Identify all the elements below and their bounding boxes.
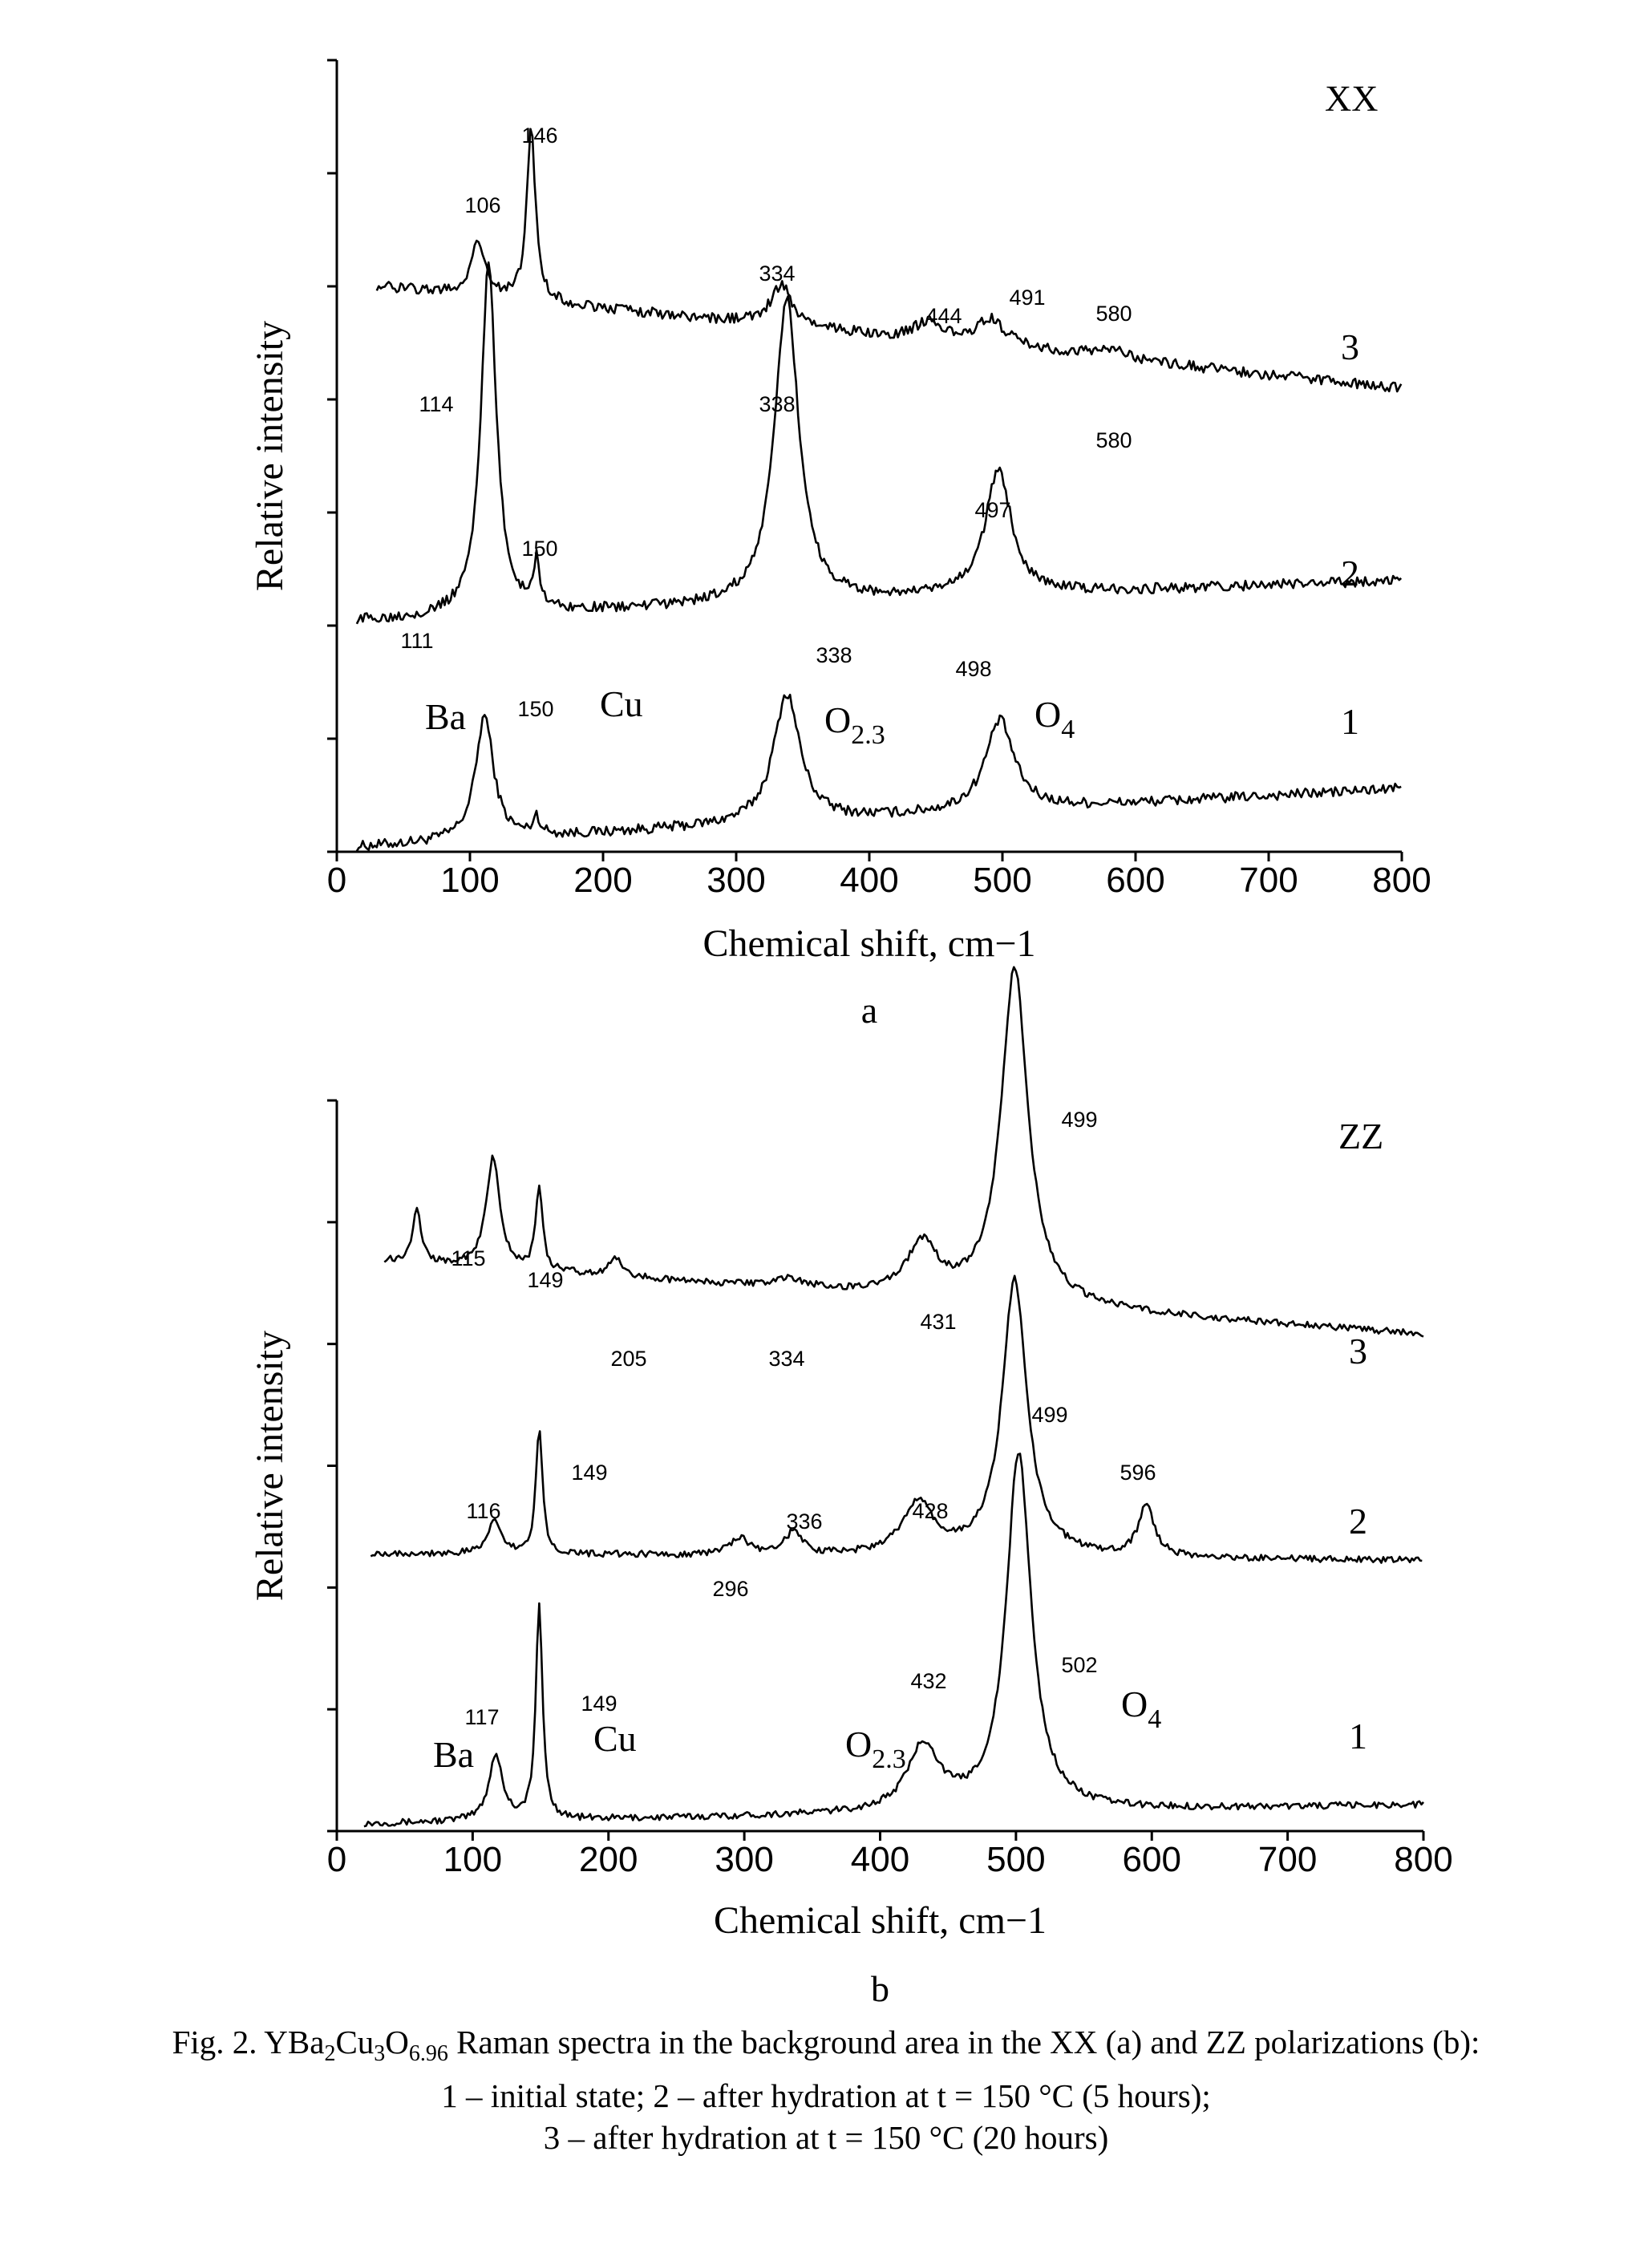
peak-label: 149 <box>571 1461 607 1485</box>
peak-label: 116 <box>466 1499 500 1523</box>
series-label: 3 <box>1341 326 1359 367</box>
caption-line-3: 3 – after hydration at t = 150 °C (20 ho… <box>543 2119 1109 2157</box>
peak-label: 596 <box>1120 1461 1156 1485</box>
peak-label: 499 <box>1031 1403 1067 1427</box>
x-axis-title: Chemical shift, cm−1 <box>714 1899 1047 1942</box>
peak-label: 491 <box>1009 286 1045 310</box>
panel-letter: a <box>861 990 877 1031</box>
y-axis-title: Relative intensity <box>249 321 291 591</box>
x-tick-label: 700 <box>1258 1840 1317 1879</box>
peak-label: 117 <box>464 1705 499 1729</box>
x-tick-label: 500 <box>986 1840 1045 1879</box>
peak-label: 149 <box>527 1268 563 1292</box>
x-tick-label: 600 <box>1123 1840 1181 1879</box>
spectrum-line-2 <box>370 1274 1423 1564</box>
spectrum-line-2 <box>355 261 1403 625</box>
peak-label: 580 <box>1095 302 1132 326</box>
atom-symbol: Cu <box>600 683 643 724</box>
polarization-label: ZZ <box>1338 1116 1383 1157</box>
figure-caption: Fig. 2. YBa2Cu3O6.96 Raman spectra in th… <box>16 2021 1636 2158</box>
x-tick-label: 600 <box>1106 861 1164 900</box>
atom-symbol: O <box>1035 694 1061 735</box>
peak-label: 150 <box>517 697 553 721</box>
x-tick-label: 400 <box>851 1840 909 1879</box>
atom-symbol: Ba <box>425 696 466 737</box>
spectrum-line-1 <box>363 1453 1424 1828</box>
x-tick-label: 500 <box>973 861 1031 900</box>
spectrum-line-3 <box>383 966 1424 1338</box>
peak-label: 334 <box>768 1347 804 1371</box>
x-tick-label: 100 <box>443 1840 502 1879</box>
peak-label: 115 <box>451 1246 485 1270</box>
atom-label: O4 <box>1035 694 1075 744</box>
atom-symbol: O <box>1121 1684 1148 1724</box>
atom-subscript: 2.3 <box>872 1744 906 1774</box>
atom-subscript: 4 <box>1148 1704 1161 1734</box>
series-label: 2 <box>1341 553 1359 594</box>
panel-a-chart: 0 100 200 300 400 500 600 700 800 Chemical shift,… <box>249 59 1431 1031</box>
peak-label: 205 <box>610 1347 646 1371</box>
spectrum-line-3 <box>375 128 1403 393</box>
atom-label: Cu <box>593 1718 637 1759</box>
peak-label: 580 <box>1095 428 1132 452</box>
x-axis-title: Chemical shift, cm−1 <box>703 922 1036 965</box>
x-tick-label: 800 <box>1372 861 1431 900</box>
peak-label: 146 <box>521 124 557 148</box>
peak-label: 149 <box>581 1692 617 1716</box>
peak-label: 432 <box>910 1669 946 1693</box>
x-tick-label: 400 <box>840 861 898 900</box>
x-tick-label: 300 <box>707 861 765 900</box>
atom-symbol: Cu <box>593 1718 637 1759</box>
peak-label: 336 <box>786 1509 822 1534</box>
x-tick-label: 0 <box>327 1840 346 1879</box>
x-tick-label: 100 <box>440 861 499 900</box>
series-label: 3 <box>1349 1331 1367 1372</box>
peak-label: 431 <box>920 1310 956 1334</box>
series-label: 2 <box>1349 1501 1367 1542</box>
peak-label: 334 <box>759 261 795 286</box>
atom-label: Cu <box>600 683 643 724</box>
x-tick-label: 0 <box>327 861 346 900</box>
peak-label: 502 <box>1061 1653 1097 1677</box>
caption-line-2: 1 – initial state; 2 – after hydration a… <box>441 2077 1211 2115</box>
peak-label: 498 <box>955 657 991 681</box>
peak-label: 114 <box>419 392 453 416</box>
series-label: 1 <box>1341 701 1359 742</box>
caption-line-1: Fig. 2. YBa2Cu3O6.96 Raman spectra in th… <box>172 2024 1480 2067</box>
atom-label: Ba <box>433 1734 474 1775</box>
peak-label: 150 <box>521 537 557 561</box>
atom-label: Ba <box>425 696 466 737</box>
peak-label: 338 <box>816 643 852 667</box>
atom-subscript: 2.3 <box>851 720 885 750</box>
atom-label: O2.3 <box>824 699 885 750</box>
x-tick-label: 700 <box>1239 861 1298 900</box>
peak-label: 444 <box>925 304 962 328</box>
peak-label: 497 <box>974 498 1010 522</box>
atom-symbol: O <box>824 699 851 740</box>
spectrum-line-1 <box>355 694 1402 852</box>
atom-symbol: O <box>845 1724 872 1765</box>
series-label: 1 <box>1349 1716 1367 1756</box>
y-axis-title: Relative intensity <box>249 1331 291 1601</box>
panel-letter: b <box>871 1968 889 2009</box>
peak-label: 428 <box>912 1499 948 1523</box>
panel-b-chart: 0 100 200 300 400 500 600 700 800 Chemical shift,… <box>249 966 1453 2009</box>
atom-symbol: Ba <box>433 1734 474 1775</box>
peak-label: 296 <box>712 1577 748 1601</box>
atom-label: O4 <box>1121 1684 1161 1734</box>
x-tick-label: 200 <box>579 1840 638 1879</box>
x-tick-label: 800 <box>1394 1840 1452 1879</box>
polarization-label: XX <box>1325 78 1378 119</box>
peak-label: 111 <box>400 629 433 653</box>
x-tick-label: 300 <box>715 1840 773 1879</box>
peak-label: 106 <box>464 193 500 217</box>
peak-label: 338 <box>759 392 795 416</box>
peak-label: 499 <box>1061 1108 1097 1132</box>
atom-subscript: 4 <box>1061 715 1075 744</box>
x-tick-label: 200 <box>573 861 632 900</box>
atom-label: O2.3 <box>845 1724 906 1774</box>
